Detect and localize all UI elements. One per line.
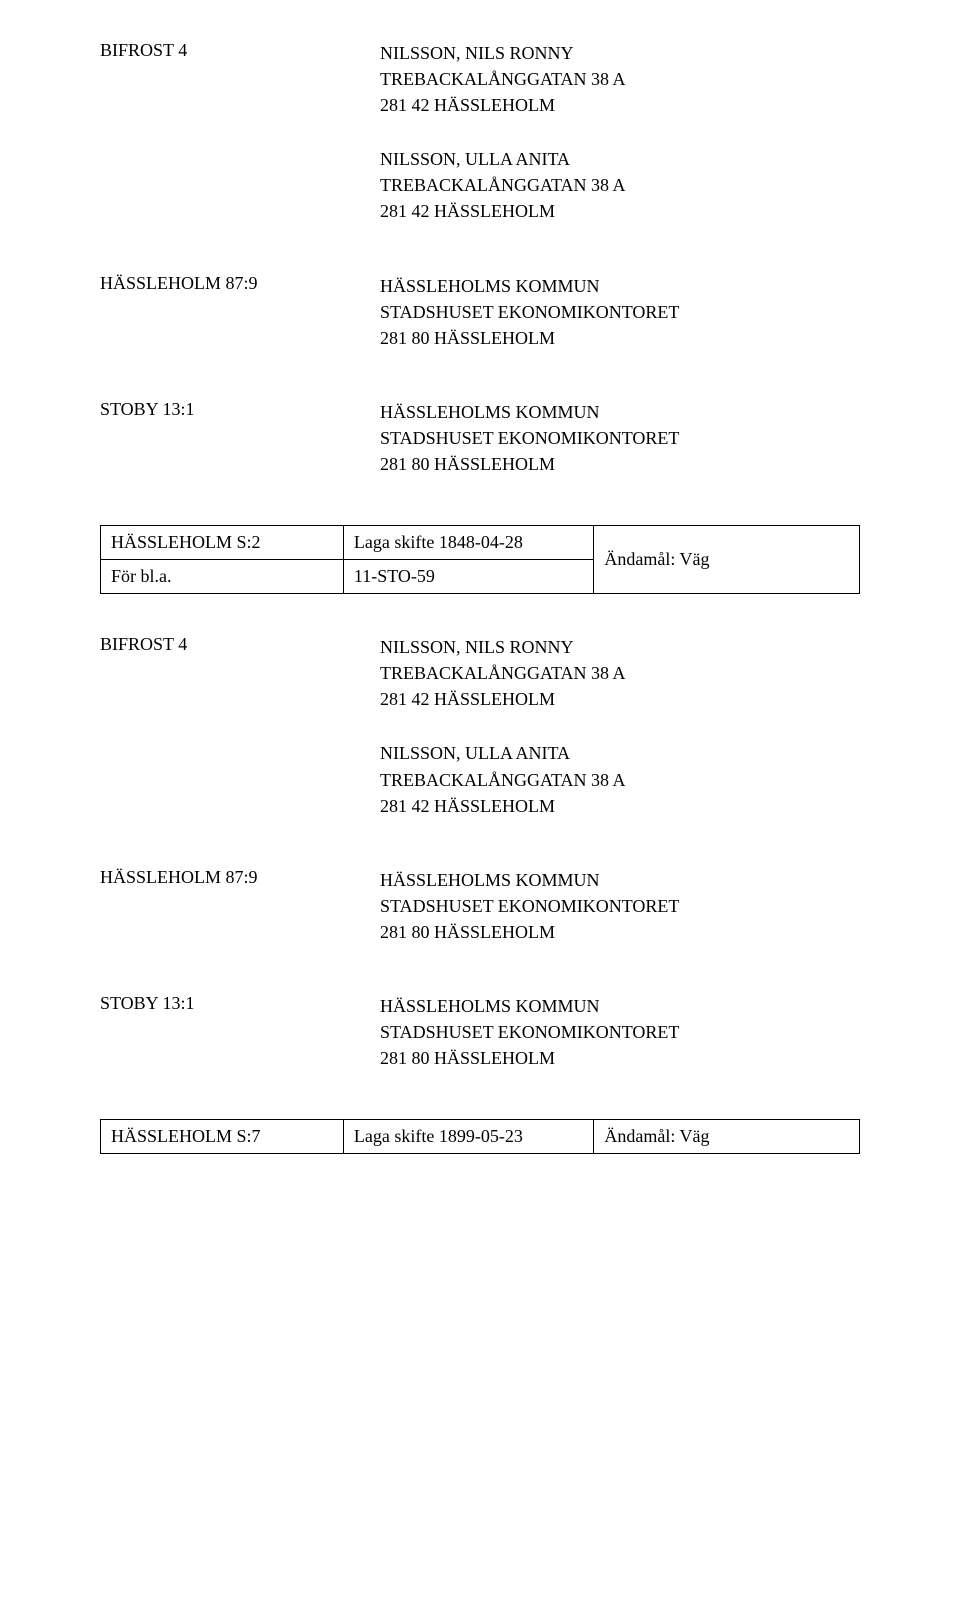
line: NILSSON, ULLA ANITA: [380, 146, 860, 172]
line: 281 80 HÄSSLEHOLM: [380, 1045, 860, 1071]
entry-label: HÄSSLEHOLM 87:9: [100, 273, 380, 294]
line: STADSHUSET EKONOMIKONTORET: [380, 893, 860, 919]
line: TREBACKALÅNGGATAN 38 A: [380, 172, 860, 198]
line: HÄSSLEHOLMS KOMMUN: [380, 993, 860, 1019]
entry-bifrost4-2: BIFROST 4 NILSSON, NILS RONNY TREBACKALÅ…: [100, 634, 860, 819]
sub-block: NILSSON, ULLA ANITA TREBACKALÅNGGATAN 38…: [380, 146, 860, 224]
line: 281 42 HÄSSLEHOLM: [380, 92, 860, 118]
cell: Ändamål: Väg: [594, 526, 860, 594]
page-container: BIFROST 4 NILSSON, NILS RONNY TREBACKALÅ…: [0, 0, 960, 1204]
cell: 11-STO-59: [343, 560, 593, 594]
cell: För bl.a.: [101, 560, 344, 594]
entry-hassleholm879-2: HÄSSLEHOLM 87:9 HÄSSLEHOLMS KOMMUN STADS…: [100, 867, 860, 945]
entry-content: NILSSON, NILS RONNY TREBACKALÅNGGATAN 38…: [380, 634, 860, 819]
entry-content: HÄSSLEHOLMS KOMMUN STADSHUSET EKONOMIKON…: [380, 867, 860, 945]
sub-block: NILSSON, ULLA ANITA TREBACKALÅNGGATAN 38…: [380, 740, 860, 818]
line: NILSSON, NILS RONNY: [380, 40, 860, 66]
line: NILSSON, ULLA ANITA: [380, 740, 860, 766]
line: STADSHUSET EKONOMIKONTORET: [380, 425, 860, 451]
entry-hassleholm879-1: HÄSSLEHOLM 87:9 HÄSSLEHOLMS KOMMUN STADS…: [100, 273, 860, 351]
entry-label: BIFROST 4: [100, 634, 380, 655]
cell: Laga skifte 1899-05-23: [343, 1120, 593, 1154]
cell: HÄSSLEHOLM S:2: [101, 526, 344, 560]
entry-content: HÄSSLEHOLMS KOMMUN STADSHUSET EKONOMIKON…: [380, 993, 860, 1071]
entry-bifrost4-1: BIFROST 4 NILSSON, NILS RONNY TREBACKALÅ…: [100, 40, 860, 225]
entry-label: STOBY 13:1: [100, 399, 380, 420]
line: STADSHUSET EKONOMIKONTORET: [380, 1019, 860, 1045]
entry-content: HÄSSLEHOLMS KOMMUN STADSHUSET EKONOMIKON…: [380, 399, 860, 477]
entry-content: NILSSON, NILS RONNY TREBACKALÅNGGATAN 38…: [380, 40, 860, 225]
line: TREBACKALÅNGGATAN 38 A: [380, 660, 860, 686]
entry-label: STOBY 13:1: [100, 993, 380, 1014]
reference-table-2: HÄSSLEHOLM S:7 Laga skifte 1899-05-23 Än…: [100, 1119, 860, 1154]
line: HÄSSLEHOLMS KOMMUN: [380, 399, 860, 425]
line: TREBACKALÅNGGATAN 38 A: [380, 66, 860, 92]
cell: Laga skifte 1848-04-28: [343, 526, 593, 560]
entry-label: BIFROST 4: [100, 40, 380, 61]
line: TREBACKALÅNGGATAN 38 A: [380, 767, 860, 793]
line: 281 80 HÄSSLEHOLM: [380, 919, 860, 945]
line: 281 42 HÄSSLEHOLM: [380, 686, 860, 712]
line: NILSSON, NILS RONNY: [380, 634, 860, 660]
line: HÄSSLEHOLMS KOMMUN: [380, 867, 860, 893]
entry-content: HÄSSLEHOLMS KOMMUN STADSHUSET EKONOMIKON…: [380, 273, 860, 351]
cell: Ändamål: Väg: [594, 1120, 860, 1154]
line: 281 42 HÄSSLEHOLM: [380, 198, 860, 224]
entry-stoby131-2: STOBY 13:1 HÄSSLEHOLMS KOMMUN STADSHUSET…: [100, 993, 860, 1071]
entry-stoby131-1: STOBY 13:1 HÄSSLEHOLMS KOMMUN STADSHUSET…: [100, 399, 860, 477]
line: HÄSSLEHOLMS KOMMUN: [380, 273, 860, 299]
entry-label: HÄSSLEHOLM 87:9: [100, 867, 380, 888]
line: 281 80 HÄSSLEHOLM: [380, 325, 860, 351]
line: 281 42 HÄSSLEHOLM: [380, 793, 860, 819]
line: STADSHUSET EKONOMIKONTORET: [380, 299, 860, 325]
line: 281 80 HÄSSLEHOLM: [380, 451, 860, 477]
reference-table-1: HÄSSLEHOLM S:2 Laga skifte 1848-04-28 Än…: [100, 525, 860, 594]
cell: HÄSSLEHOLM S:7: [101, 1120, 344, 1154]
